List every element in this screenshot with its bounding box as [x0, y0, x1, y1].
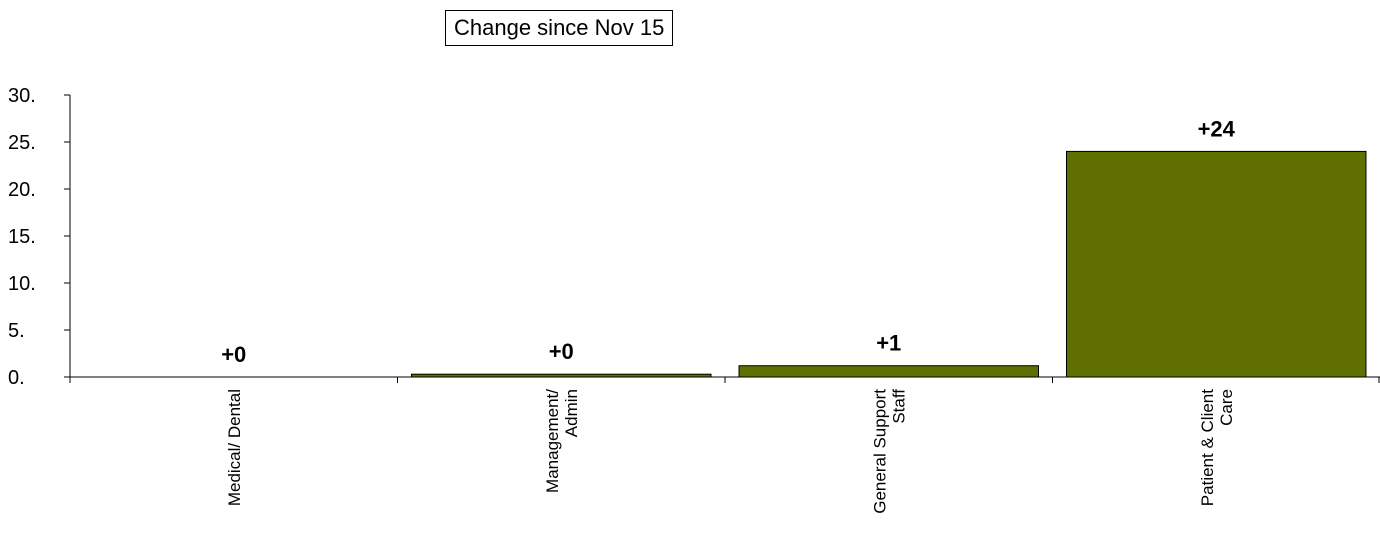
data-label: +1 [876, 331, 901, 356]
y-tick-label: 0. [8, 367, 25, 389]
category-label-line: Care [1217, 389, 1236, 426]
y-tick-label: 20. [8, 179, 36, 201]
bar [1066, 150, 1367, 378]
category-labels: Medical/ Dental Management/Admin General S… [225, 389, 1236, 514]
y-tick-label: 15. [8, 226, 36, 248]
data-label: +0 [221, 342, 246, 367]
data-labels: +0 +0 +1 +24 [221, 116, 1235, 367]
y-tick-label: 30. [8, 85, 36, 107]
bar [738, 365, 1039, 378]
y-tick-label: 25. [8, 132, 36, 154]
data-label: +0 [549, 339, 574, 364]
category-label-line: Medical/ Dental [225, 389, 244, 506]
category-label: Management/Admin [543, 389, 581, 493]
category-label-line: Patient & Client [1198, 389, 1217, 506]
category-label: Patient & ClientCare [1198, 389, 1236, 506]
category-label: General SupportStaff [870, 389, 908, 514]
x-axis [69, 376, 1380, 383]
y-tick-label: 10. [8, 273, 36, 295]
bar [411, 373, 712, 378]
y-axis: 0. 5. 10. 15. 20. 25. 30. [8, 85, 71, 389]
category-label-line: Management/ [543, 389, 562, 493]
chart-title: Change since Nov 15 [445, 10, 674, 46]
data-label: +24 [1198, 116, 1236, 141]
y-tick-label: 5. [8, 320, 25, 342]
category-label-line: General Support [870, 389, 889, 514]
category-label-line: Admin [562, 389, 581, 437]
bars [411, 150, 1367, 378]
category-label-line: Staff [889, 389, 908, 424]
category-label: Medical/ Dental [225, 389, 244, 506]
